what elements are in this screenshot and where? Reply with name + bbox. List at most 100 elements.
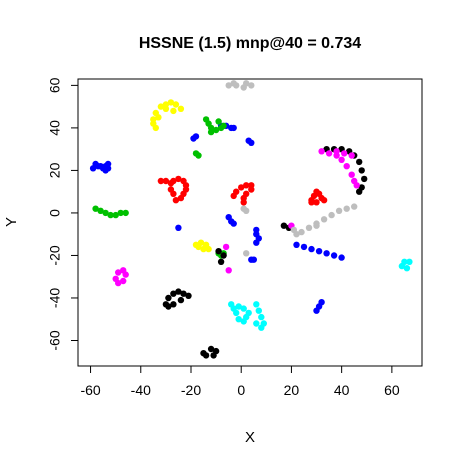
data-point (330, 252, 338, 259)
data-point (177, 194, 185, 202)
data-point (308, 199, 315, 206)
data-point (175, 288, 182, 295)
data-point (122, 271, 129, 278)
data-point (318, 148, 325, 155)
data-point (102, 167, 109, 174)
x-tick-label: 40 (334, 382, 350, 398)
data-point (157, 177, 165, 185)
data-point (253, 301, 260, 308)
data-point (220, 252, 227, 259)
data-point (341, 150, 348, 157)
data-point (220, 122, 227, 129)
data-point (233, 309, 240, 317)
data-point (293, 231, 300, 238)
data-point (162, 105, 170, 113)
x-tick-label: 20 (284, 382, 300, 398)
data-point (225, 267, 232, 274)
x-axis: -60 -40 -20 0 20 40 60 (80, 365, 400, 398)
data-point (406, 258, 413, 265)
data-point (343, 163, 350, 170)
data-point (320, 216, 328, 223)
data-point (92, 205, 99, 212)
data-point (235, 303, 242, 310)
data-point (195, 243, 202, 251)
data-point (328, 211, 335, 219)
data-point (240, 199, 247, 206)
data-point (248, 186, 255, 193)
y-tick-label: 20 (47, 162, 63, 178)
data-point (195, 152, 202, 159)
data-point (152, 124, 159, 132)
data-point (217, 258, 225, 265)
data-point (170, 301, 177, 308)
data-point (215, 248, 222, 255)
y-axis: -60 -40 -20 0 20 40 60 (47, 77, 79, 351)
data-point (338, 254, 345, 261)
data-point (112, 211, 119, 219)
x-tick-label: -60 (80, 382, 100, 398)
data-point (230, 124, 237, 132)
y-tick-label: 0 (47, 209, 63, 217)
data-point (180, 290, 187, 297)
points-layer (89, 80, 413, 359)
data-point (300, 243, 308, 251)
data-point (225, 82, 232, 89)
x-axis-label: X (245, 429, 255, 446)
data-point (248, 82, 255, 89)
data-point (258, 313, 265, 321)
data-point (97, 207, 104, 214)
data-point (353, 182, 360, 189)
data-point (320, 197, 328, 204)
data-point (170, 107, 177, 115)
data-point (248, 139, 255, 146)
data-point (115, 269, 122, 276)
y-axis-label: Y (3, 217, 20, 227)
data-point (230, 80, 237, 87)
data-point (170, 177, 177, 185)
data-point (356, 188, 363, 195)
data-point (205, 245, 212, 253)
data-point (280, 222, 288, 229)
data-point (243, 250, 250, 257)
data-point (243, 80, 250, 87)
data-point (348, 171, 355, 178)
data-point (351, 203, 358, 210)
data-point (222, 243, 230, 251)
data-point (243, 207, 250, 214)
data-point (313, 307, 320, 314)
data-point (313, 222, 320, 229)
data-point (165, 303, 172, 310)
y-tick-label: 60 (47, 77, 63, 93)
data-point (243, 182, 250, 189)
data-point (165, 294, 172, 302)
data-point (323, 250, 330, 257)
data-point (185, 292, 192, 299)
plot-area (77, 78, 423, 367)
y-tick-label: -20 (47, 245, 63, 265)
data-point (238, 184, 245, 191)
data-point (361, 175, 368, 183)
data-point (313, 199, 320, 206)
x-tick-label: 60 (384, 382, 400, 398)
data-point (192, 133, 200, 140)
data-point (122, 209, 129, 217)
data-point (177, 296, 185, 304)
data-point (253, 320, 260, 327)
data-point (335, 207, 343, 214)
x-tick-label: 0 (237, 382, 245, 398)
data-point (107, 211, 114, 219)
data-point (315, 248, 323, 255)
y-tick-label: -60 (47, 330, 63, 350)
data-point (343, 205, 350, 212)
data-point (212, 126, 220, 134)
data-point (167, 186, 175, 193)
data-point (348, 152, 355, 159)
data-point (172, 101, 180, 108)
data-point (308, 245, 315, 253)
data-point (253, 239, 260, 246)
data-point (172, 197, 180, 204)
data-point (235, 316, 242, 323)
data-point (338, 156, 345, 163)
data-point (305, 224, 313, 231)
y-tick-label: 40 (47, 120, 63, 136)
